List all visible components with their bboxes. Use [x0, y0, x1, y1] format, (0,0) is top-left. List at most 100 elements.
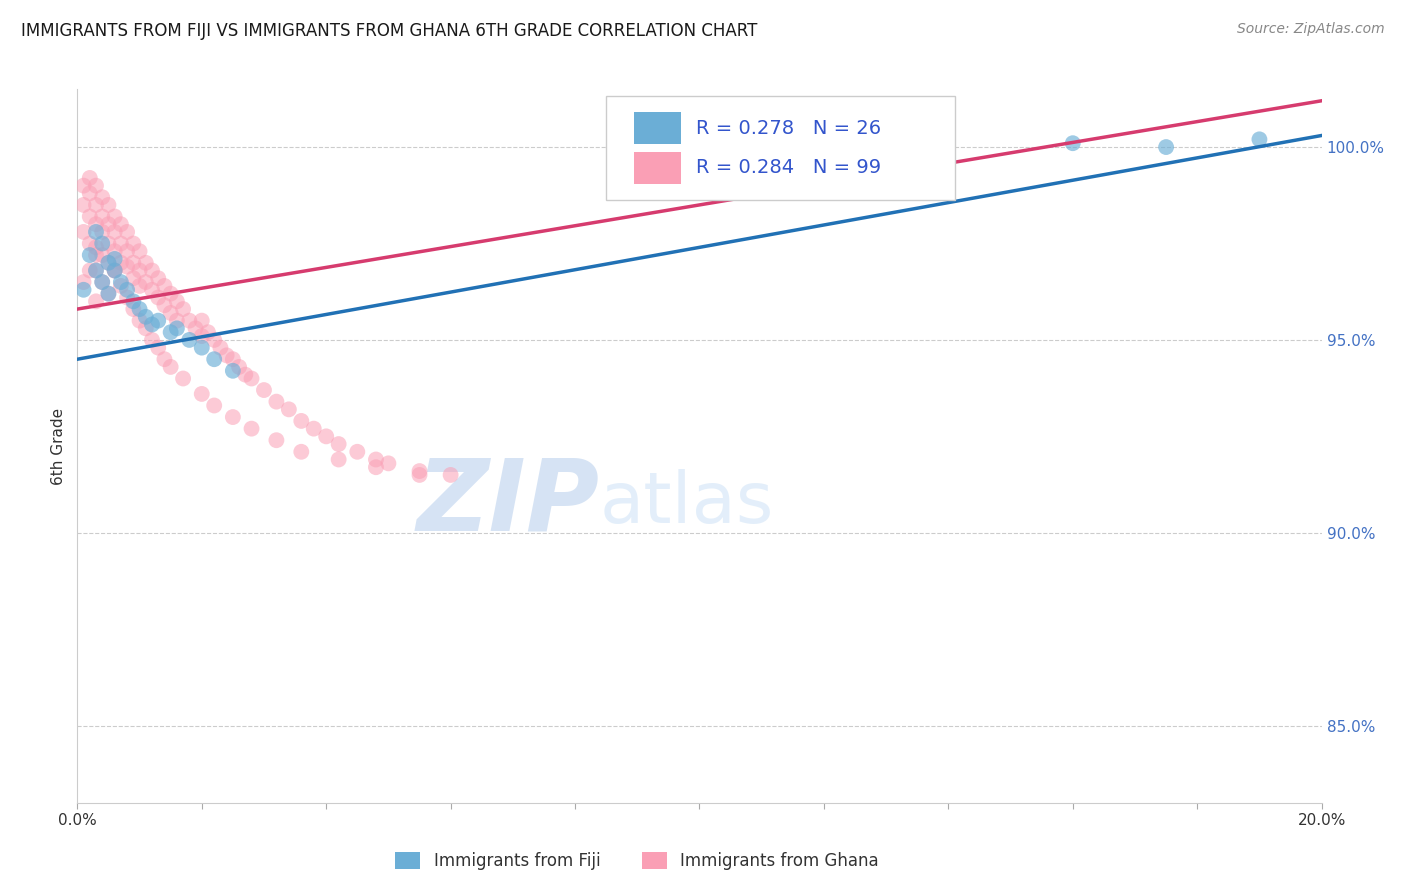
- Point: [72, 283, 94, 297]
- Point: [233, 368, 256, 382]
- Point: [135, 310, 157, 324]
- Point: [72, 225, 94, 239]
- Point: [84, 248, 107, 262]
- Point: [290, 414, 312, 428]
- Point: [266, 434, 288, 448]
- Point: [222, 364, 245, 378]
- Point: [135, 321, 157, 335]
- Point: [1062, 136, 1084, 151]
- Y-axis label: 6th Grade: 6th Grade: [51, 408, 66, 484]
- Point: [104, 263, 127, 277]
- Point: [128, 301, 150, 316]
- Point: [84, 217, 107, 231]
- Point: [315, 429, 337, 443]
- Point: [159, 286, 181, 301]
- Point: [122, 271, 145, 285]
- Point: [141, 263, 163, 277]
- Point: [159, 325, 181, 339]
- Point: [148, 271, 170, 285]
- Point: [128, 313, 150, 327]
- Point: [364, 460, 387, 475]
- Text: IMMIGRANTS FROM FIJI VS IMMIGRANTS FROM GHANA 6TH GRADE CORRELATION CHART: IMMIGRANTS FROM FIJI VS IMMIGRANTS FROM …: [21, 22, 758, 40]
- Point: [97, 256, 120, 270]
- Point: [91, 248, 114, 262]
- Point: [179, 333, 201, 347]
- Point: [128, 244, 150, 259]
- Point: [104, 252, 127, 266]
- Point: [215, 348, 238, 362]
- Point: [84, 225, 107, 239]
- Point: [84, 178, 107, 193]
- Point: [184, 321, 207, 335]
- Point: [72, 198, 94, 212]
- Point: [91, 190, 114, 204]
- Point: [202, 352, 225, 367]
- Point: [115, 225, 138, 239]
- Point: [209, 341, 232, 355]
- Point: [253, 383, 276, 397]
- Point: [1249, 132, 1271, 146]
- Point: [159, 359, 181, 374]
- Point: [408, 467, 430, 482]
- Point: [166, 294, 188, 309]
- Point: [202, 333, 225, 347]
- Point: [79, 170, 101, 185]
- Text: atlas: atlas: [600, 468, 775, 538]
- Point: [377, 456, 399, 470]
- Point: [97, 217, 120, 231]
- Point: [135, 275, 157, 289]
- Point: [197, 325, 219, 339]
- Point: [79, 236, 101, 251]
- Bar: [634, 112, 681, 145]
- Point: [328, 452, 350, 467]
- Point: [104, 210, 127, 224]
- Point: [240, 422, 263, 436]
- Point: [153, 279, 176, 293]
- Point: [72, 275, 94, 289]
- Point: [148, 291, 170, 305]
- Text: Source: ZipAtlas.com: Source: ZipAtlas.com: [1237, 22, 1385, 37]
- Point: [91, 275, 114, 289]
- Point: [79, 210, 101, 224]
- Point: [128, 279, 150, 293]
- Point: [166, 313, 188, 327]
- Point: [79, 263, 101, 277]
- Point: [110, 275, 132, 289]
- Point: [135, 256, 157, 270]
- Point: [115, 291, 138, 305]
- Point: [228, 359, 250, 374]
- Point: [191, 387, 214, 401]
- Point: [302, 422, 325, 436]
- Point: [141, 283, 163, 297]
- Point: [153, 298, 176, 312]
- Point: [266, 394, 288, 409]
- Point: [191, 313, 214, 327]
- Text: ZIP: ZIP: [418, 455, 600, 551]
- Point: [110, 236, 132, 251]
- Point: [84, 263, 107, 277]
- Point: [222, 410, 245, 425]
- Point: [240, 371, 263, 385]
- Point: [440, 467, 463, 482]
- Text: R = 0.284   N = 99: R = 0.284 N = 99: [696, 158, 882, 178]
- Point: [166, 321, 188, 335]
- Point: [91, 236, 114, 251]
- Point: [172, 371, 194, 385]
- Point: [104, 263, 127, 277]
- Point: [408, 464, 430, 478]
- Point: [346, 444, 368, 458]
- Point: [97, 286, 120, 301]
- Point: [172, 301, 194, 316]
- Point: [290, 444, 312, 458]
- Point: [91, 225, 114, 239]
- Point: [222, 352, 245, 367]
- Point: [191, 341, 214, 355]
- Point: [148, 313, 170, 327]
- Point: [115, 244, 138, 259]
- Point: [84, 198, 107, 212]
- Point: [1154, 140, 1177, 154]
- Point: [328, 437, 350, 451]
- Point: [148, 341, 170, 355]
- Point: [79, 186, 101, 201]
- Point: [104, 225, 127, 239]
